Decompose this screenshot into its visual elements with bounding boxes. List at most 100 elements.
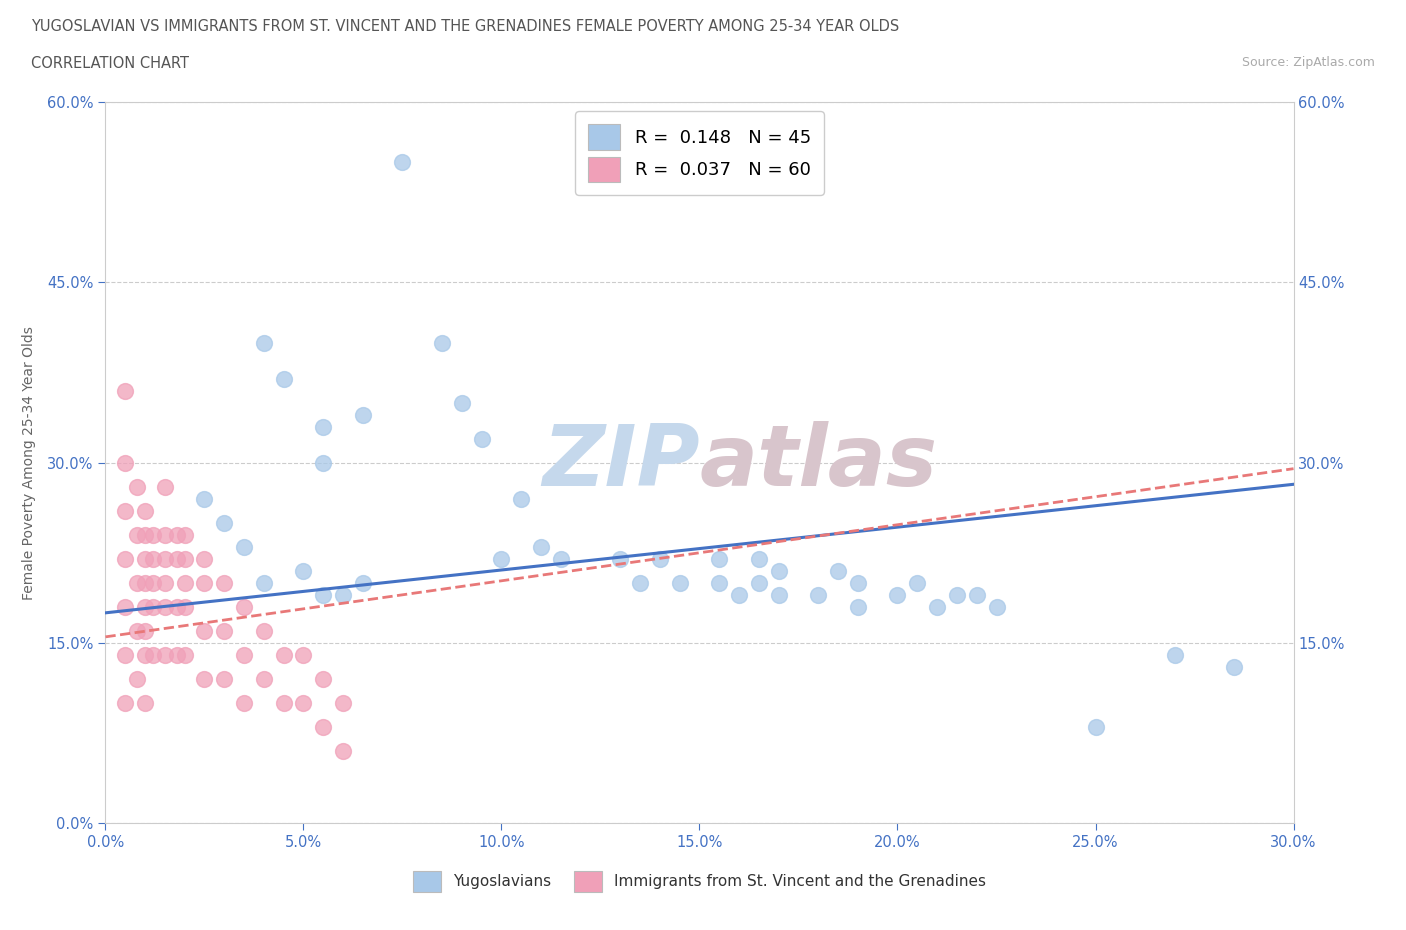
- Point: [352, 407, 374, 422]
- Text: Source: ZipAtlas.com: Source: ZipAtlas.com: [1241, 56, 1375, 69]
- Point: [748, 576, 770, 591]
- Text: CORRELATION CHART: CORRELATION CHART: [31, 56, 188, 71]
- Point: [233, 647, 256, 662]
- Point: [253, 623, 276, 638]
- Point: [332, 588, 354, 603]
- Point: [430, 335, 453, 350]
- Point: [173, 551, 195, 566]
- Point: [668, 576, 690, 591]
- Point: [648, 551, 671, 566]
- Point: [748, 551, 770, 566]
- Point: [193, 671, 215, 686]
- Point: [114, 503, 136, 518]
- Point: [134, 623, 156, 638]
- Point: [332, 696, 354, 711]
- Point: [166, 551, 188, 566]
- Point: [134, 600, 156, 615]
- Y-axis label: Female Poverty Among 25-34 Year Olds: Female Poverty Among 25-34 Year Olds: [22, 326, 37, 600]
- Point: [332, 744, 354, 759]
- Point: [166, 600, 188, 615]
- Point: [966, 588, 988, 603]
- Point: [768, 588, 790, 603]
- Point: [1223, 659, 1246, 674]
- Point: [134, 503, 156, 518]
- Point: [214, 671, 236, 686]
- Point: [214, 515, 236, 530]
- Point: [166, 527, 188, 542]
- Point: [134, 647, 156, 662]
- Point: [709, 576, 731, 591]
- Point: [173, 647, 195, 662]
- Point: [530, 539, 553, 554]
- Point: [253, 671, 276, 686]
- Point: [1164, 647, 1187, 662]
- Point: [134, 576, 156, 591]
- Point: [925, 600, 948, 615]
- Point: [134, 527, 156, 542]
- Point: [142, 647, 165, 662]
- Point: [233, 696, 256, 711]
- Point: [391, 155, 413, 170]
- Point: [153, 576, 176, 591]
- Point: [1084, 720, 1107, 735]
- Point: [134, 551, 156, 566]
- Point: [550, 551, 572, 566]
- Point: [292, 696, 315, 711]
- Point: [153, 527, 176, 542]
- Point: [253, 335, 276, 350]
- Point: [312, 456, 335, 471]
- Point: [127, 479, 149, 494]
- Point: [142, 527, 165, 542]
- Point: [193, 491, 215, 506]
- Point: [609, 551, 631, 566]
- Point: [312, 671, 335, 686]
- Point: [886, 588, 908, 603]
- Point: [253, 576, 276, 591]
- Point: [728, 588, 751, 603]
- Point: [142, 551, 165, 566]
- Point: [134, 696, 156, 711]
- Point: [233, 600, 256, 615]
- Point: [153, 600, 176, 615]
- Point: [628, 576, 651, 591]
- Point: [986, 600, 1008, 615]
- Point: [471, 432, 494, 446]
- Text: YUGOSLAVIAN VS IMMIGRANTS FROM ST. VINCENT AND THE GRENADINES FEMALE POVERTY AMO: YUGOSLAVIAN VS IMMIGRANTS FROM ST. VINCE…: [31, 19, 900, 33]
- Point: [768, 564, 790, 578]
- Point: [312, 588, 335, 603]
- Point: [214, 623, 236, 638]
- Point: [173, 527, 195, 542]
- Point: [127, 576, 149, 591]
- Point: [153, 551, 176, 566]
- Point: [142, 576, 165, 591]
- Point: [352, 576, 374, 591]
- Point: [127, 527, 149, 542]
- Point: [127, 671, 149, 686]
- Point: [114, 383, 136, 398]
- Point: [173, 576, 195, 591]
- Point: [946, 588, 969, 603]
- Point: [273, 647, 295, 662]
- Point: [153, 647, 176, 662]
- Point: [114, 456, 136, 471]
- Point: [214, 576, 236, 591]
- Point: [233, 539, 256, 554]
- Point: [273, 696, 295, 711]
- Point: [709, 551, 731, 566]
- Point: [807, 588, 830, 603]
- Point: [193, 623, 215, 638]
- Text: atlas: atlas: [700, 421, 938, 504]
- Point: [846, 576, 869, 591]
- Point: [193, 551, 215, 566]
- Text: ZIP: ZIP: [541, 421, 700, 504]
- Point: [114, 551, 136, 566]
- Point: [292, 647, 315, 662]
- Point: [142, 600, 165, 615]
- Point: [127, 623, 149, 638]
- Point: [173, 600, 195, 615]
- Point: [153, 479, 176, 494]
- Point: [273, 371, 295, 386]
- Point: [114, 647, 136, 662]
- Point: [292, 564, 315, 578]
- Point: [491, 551, 513, 566]
